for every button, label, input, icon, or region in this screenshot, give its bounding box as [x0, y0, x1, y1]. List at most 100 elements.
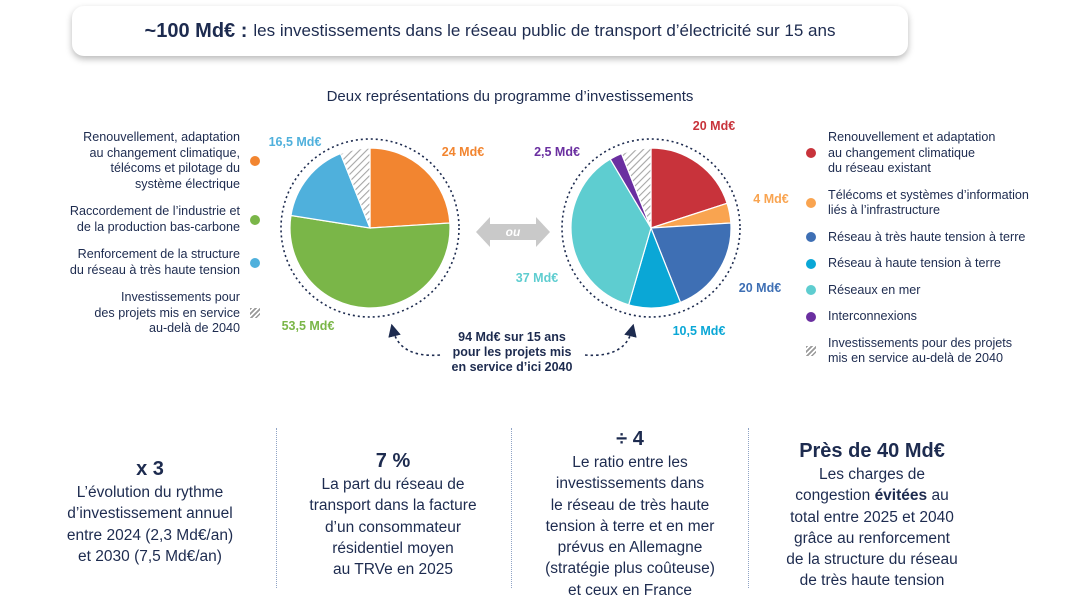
stat-headline: ÷ 4 — [616, 428, 644, 450]
or-label: ou — [506, 225, 521, 239]
pie-slice-value-label: 16,5 Md€ — [269, 135, 322, 149]
stat-text-line: de la structure du réseau — [786, 551, 958, 569]
right-legend: Renouvellement et adaptation au changeme… — [806, 130, 1074, 378]
right-legend-swatch — [806, 346, 816, 356]
stat-text-line: Le ratio entre les — [572, 454, 688, 471]
pie-slice-value-label: 20 Md€ — [739, 281, 781, 295]
left-legend-swatch — [250, 214, 260, 225]
left-legend-swatch — [250, 257, 260, 268]
arrow-to-left-pie — [388, 323, 441, 357]
left-legend-swatch — [250, 156, 260, 166]
center-note-line-3: en service d’ici 2040 — [452, 360, 573, 374]
pie-slice-value-label: 37 Md€ — [516, 271, 558, 285]
right-legend-item: Réseaux en mer — [806, 283, 1074, 299]
right-legend-swatch — [806, 258, 816, 269]
stat-text-line: le réseau de très haute — [550, 496, 710, 514]
stat-headline: Près de 40 Md€ — [799, 440, 945, 462]
pie-outer-dotted-ring — [561, 138, 741, 318]
pie-chart-right: 20 Md€ 4 Md€ 20 Md€ 10,5 Md€ 37 Md€ 2,5 Md€ — [516, 119, 789, 338]
stat-text-line: (stratégie plus coûteuse) — [545, 560, 715, 578]
right-legend-swatch — [806, 148, 816, 159]
headline-text: les investissements dans le réseau publi… — [253, 21, 836, 40]
stat-text-line: au TRVe en 2025 — [332, 561, 454, 579]
right-legend-label: Renouvellement et adaptation au changeme… — [828, 130, 996, 175]
stat-text-line: grâce au renforcement — [794, 529, 950, 547]
left-legend-label: Renforcement de la structure du réseau à… — [69, 247, 240, 277]
stat-text-line: entre 2024 (2,3 Md€/an) — [66, 526, 234, 544]
pie-outer-dotted-ring — [280, 138, 460, 318]
left-legend-label: Renouvellement, adaptation au changement… — [83, 130, 240, 191]
pie-slice — [290, 152, 371, 229]
pie-slice — [369, 147, 451, 229]
or-double-arrow: ou — [476, 217, 550, 247]
pie-slice — [650, 222, 732, 304]
headline-highlight: ~100 Md€ : — [144, 19, 248, 42]
stat-text-line: La part du réseau de — [321, 476, 465, 493]
pie-slice — [289, 214, 451, 309]
right-legend-swatch — [806, 232, 816, 243]
left-legend-item: Investissements pour des projets mis en … — [8, 290, 260, 337]
stat-text-line: d’un consommateur — [324, 518, 462, 536]
pie-charts: 24 Md€53,5 Md€16,5 Md€ 20 Md€4 Md€20 Md€… — [269, 119, 789, 374]
pie-slice-value-label: 2,5 Md€ — [534, 145, 580, 159]
stat-text-line: investissements dans — [555, 475, 705, 493]
right-legend-item: Investissements pour des projets mis en … — [806, 336, 1074, 367]
separator-1 — [276, 428, 277, 588]
arrow-to-right-pie — [584, 323, 637, 357]
right-legend-label: Réseau à très haute tension à terre — [828, 229, 1026, 244]
right-legend-label: Télécoms et systèmes d’information liés … — [828, 187, 1029, 218]
left-legend-label: Investissements pour des projets mis en … — [94, 290, 240, 335]
stat-text-line: L’évolution du rythme — [76, 484, 224, 501]
right-legend-item: Réseau à très haute tension à terre — [806, 230, 1074, 246]
left-legend-label: Raccordement de l’industrie et de la pro… — [69, 204, 240, 234]
left-legend-item: Raccordement de l’industrie et de la pro… — [8, 204, 260, 235]
pie-slice-value-label: 24 Md€ — [442, 145, 484, 159]
stat-text-line: prévus en Allemagne — [557, 539, 703, 557]
stat-text-line: total entre 2025 et 2040 — [790, 508, 954, 526]
pie-slice — [650, 147, 728, 229]
right-legend-swatch — [806, 198, 816, 208]
headline-box: ~100 Md€ : les investissements dans le r… — [72, 6, 908, 56]
stat-text-line: et 2030 (7,5 Md€/an) — [78, 547, 222, 565]
charts-subtitle: Deux représentations du programme d’inve… — [326, 88, 694, 105]
pie-slice — [339, 147, 371, 229]
right-legend-label: Réseaux en mer — [828, 282, 921, 297]
stat-text-line: tension à terre et en mer — [545, 517, 715, 535]
stat-ratio: ÷ 4 Le ratio entre les investissements dan… — [515, 426, 745, 601]
pie-slice-value-label: 20 Md€ — [693, 119, 735, 133]
stat-congestion: Près de 40 Md€ Les charges de congestion é… — [752, 438, 992, 592]
stat-evolution: x 3 L’évolution du rythme d’investissement… — [30, 456, 270, 567]
right-legend-label: Réseau à haute tension à terre — [828, 256, 1001, 270]
pie-slice — [620, 147, 652, 229]
left-legend: Renouvellement, adaptation au changement… — [8, 130, 260, 349]
stat-text-line: résidentiel moyen — [332, 539, 454, 557]
left-legend-swatch — [250, 308, 260, 319]
center-note-line-2: pour les projets mis — [453, 345, 572, 359]
separator-2 — [511, 428, 512, 588]
stat-headline: 7 % — [375, 450, 411, 472]
right-legend-swatch — [806, 285, 816, 296]
left-legend-item: Renouvellement, adaptation au changement… — [8, 130, 260, 192]
pie-slice — [570, 158, 652, 306]
pie-slice-value-label: 53,5 Md€ — [282, 319, 335, 333]
pie-slice-value-label: 10,5 Md€ — [673, 324, 726, 338]
stat-text-line: de très haute tension — [799, 572, 945, 590]
right-legend-item: Télécoms et systèmes d’information liés … — [806, 188, 1074, 219]
stat-text-line: et ceux en France — [567, 581, 693, 599]
stat-text-line: transport dans la facture — [309, 497, 477, 515]
separator-3 — [748, 428, 749, 588]
stat-text-line: congestion évitées au — [795, 487, 949, 505]
right-legend-label: Investissements pour des projets mis en … — [828, 335, 1013, 366]
pie-slice-value-label: 4 Md€ — [753, 192, 788, 206]
left-legend-item: Renforcement de la structure du réseau à… — [8, 247, 260, 278]
stat-text-line: d’investissement annuel — [67, 505, 233, 523]
right-legend-item: Réseau à haute tension à terre — [806, 256, 1074, 272]
pie-chart-left: 24 Md€ 53,5 Md€ 16,5 Md€ — [269, 135, 485, 333]
center-note-line-1: 94 Md€ sur 15 ans — [458, 330, 566, 344]
right-legend-item: Interconnexions — [806, 309, 1074, 325]
right-legend-item: Renouvellement et adaptation au changeme… — [806, 130, 1074, 177]
right-legend-label: Interconnexions — [828, 309, 917, 323]
stat-text-line: Les charges de — [819, 466, 925, 483]
stat-headline: x 3 — [136, 458, 164, 480]
right-legend-swatch — [806, 311, 816, 322]
